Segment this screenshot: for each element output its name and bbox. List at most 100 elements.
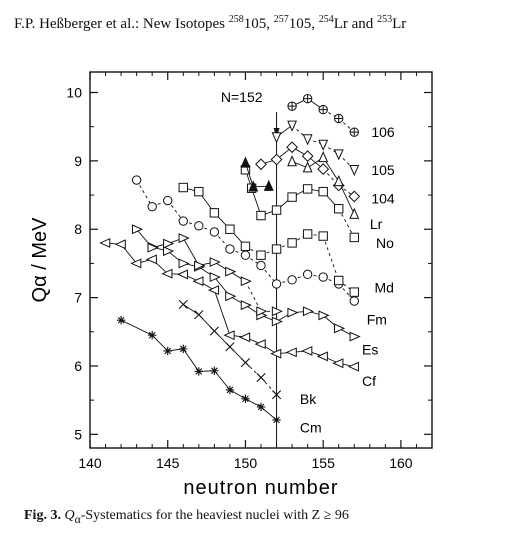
- series-Bk-point-0: [178, 299, 188, 310]
- series-Cf-point-10: [254, 339, 266, 350]
- series-Es-point-9: [287, 307, 299, 318]
- series-Cm-point-0: [116, 315, 126, 325]
- y-tick-label-6: 6: [74, 358, 82, 374]
- series-label-Bk: Bk: [300, 391, 317, 407]
- x-tick-label-150: 150: [234, 455, 258, 471]
- series-104-b-point-1: [302, 161, 313, 173]
- series-No-point-10: [334, 275, 344, 286]
- series-106-point-0-cross: [287, 101, 297, 111]
- series-Cm-point-8: [256, 402, 266, 412]
- n152-annotation: N=152: [221, 89, 263, 105]
- series-105-point-4: [333, 149, 344, 161]
- series-Cf-point-11: [270, 348, 282, 359]
- series-Bk-point-3: [225, 342, 235, 352]
- series-Cf-point-5: [176, 269, 188, 280]
- series-104-point-4: [317, 163, 330, 175]
- page-header: F.P. Heßberger et al.: New Isotopes 258 1…: [14, 14, 406, 33]
- y-tick-label-8: 8: [74, 221, 82, 237]
- series-Bk-point-2: [209, 326, 219, 336]
- series-106-point-1-cross: [303, 94, 312, 103]
- series-Md-point-7: [240, 250, 251, 260]
- series-Lr-point-8: [349, 232, 359, 243]
- series-Md-segment-3: [167, 200, 184, 222]
- series-Cm-point-7: [241, 394, 250, 403]
- series-104-b-point-2: [318, 151, 329, 163]
- series-label-Es: Es: [362, 342, 378, 358]
- header-iso4-mass: 253: [377, 14, 393, 25]
- series-Cm-point-6: [225, 385, 235, 395]
- series-104-point-6: [348, 190, 361, 203]
- series-Fm-point-8: [256, 306, 268, 317]
- header-iso2-z: 105,: [288, 16, 319, 32]
- series-No-point-11: [349, 287, 359, 297]
- series-Lr-point-5: [302, 184, 313, 194]
- series-Fm-segment-4: [182, 237, 200, 266]
- caption-q: Q: [60, 508, 75, 523]
- series-No-point-7: [287, 238, 297, 248]
- series-Cf-point-15: [332, 358, 344, 369]
- series-Lr-point-7: [334, 204, 344, 214]
- series-No-point-6: [271, 244, 282, 254]
- series-Cm-point-2: [163, 346, 172, 356]
- series-Fm-point-1: [147, 242, 159, 253]
- header-iso1-mass: 258: [228, 14, 244, 25]
- series-Es-point-13: [349, 331, 361, 342]
- series-label-Fm: Fm: [367, 311, 387, 327]
- series-Cf-segment-8: [213, 289, 231, 336]
- series-Bk-point-1: [194, 310, 204, 320]
- series-Bk-point-6: [271, 390, 282, 400]
- series-No-point-9: [318, 231, 328, 241]
- x-tick-label-145: 145: [156, 455, 180, 471]
- series-Cf-point-8: [223, 330, 235, 341]
- series-Md-point-10: [287, 275, 297, 285]
- series-Lr-point-4: [287, 192, 297, 202]
- series-label-105: 105: [371, 162, 395, 178]
- series-Md-point-12: [318, 272, 328, 282]
- series-Md-point-2: [163, 195, 173, 206]
- figure-caption: Fig. 3. Qα-Systematics for the heaviest …: [24, 508, 349, 526]
- series-Bk-point-5: [256, 372, 266, 383]
- series-Cf-point-13: [301, 345, 313, 356]
- series-No-segment-10: [322, 235, 340, 281]
- series-Cm-segment-4: [182, 348, 200, 372]
- header-authors: F.P. Heßberger et al.: New Isotopes: [14, 16, 229, 32]
- series-Cf-point-6: [192, 276, 204, 287]
- series-Fm-point-7: [240, 276, 252, 287]
- series-No-point-8: [302, 229, 313, 239]
- series-Md-segment-1: [136, 179, 153, 207]
- series-label-Cf: Cf: [362, 373, 376, 389]
- series-Md-point-5: [209, 227, 220, 237]
- header-iso3-mass: 254: [318, 14, 334, 25]
- series-Lr-point-3: [271, 205, 282, 215]
- series-Fm-point-3: [178, 233, 190, 244]
- series-No-point-4: [240, 241, 251, 252]
- q-alpha-chart: 140 145 150 155 160 5 6 7 8 9 10 neutron number Qα /…: [29, 71, 433, 499]
- series-Cm-point-4: [194, 367, 204, 376]
- caption-sub: α: [74, 512, 81, 526]
- series-Fm-point-9: [271, 306, 283, 317]
- series-Cf-point-9: [239, 332, 251, 343]
- series-label-Lr: Lr: [370, 216, 383, 232]
- series-Md-point-14: [349, 296, 359, 306]
- series-Cf-point-14: [316, 351, 328, 362]
- series-105-point-2: [302, 134, 313, 146]
- series-104-b-point-4: [349, 207, 360, 219]
- series-No-point-0: [178, 182, 188, 193]
- series-Es-point-10: [302, 306, 315, 317]
- series-Lr-point-2: [256, 210, 266, 221]
- series-Es-point-4: [209, 272, 221, 283]
- series-Fm-point-6: [225, 266, 237, 277]
- series-Fm-point-0: [131, 224, 144, 235]
- series-Cf-point-16: [347, 361, 359, 372]
- series-Es-point-1: [163, 246, 175, 257]
- series-Es-point-5: [225, 291, 237, 302]
- header-iso4-el: Lr: [392, 16, 407, 32]
- series-104-point-1: [270, 153, 283, 166]
- series-105-point-5: [349, 165, 360, 177]
- series-Cm-point-1: [147, 331, 157, 340]
- series-Es-point-12: [334, 323, 346, 334]
- series-Md-point-8: [256, 260, 266, 271]
- series-label-104: 104: [371, 190, 395, 206]
- series-label-106: 106: [371, 124, 395, 140]
- y-tick-label-5: 5: [74, 426, 82, 442]
